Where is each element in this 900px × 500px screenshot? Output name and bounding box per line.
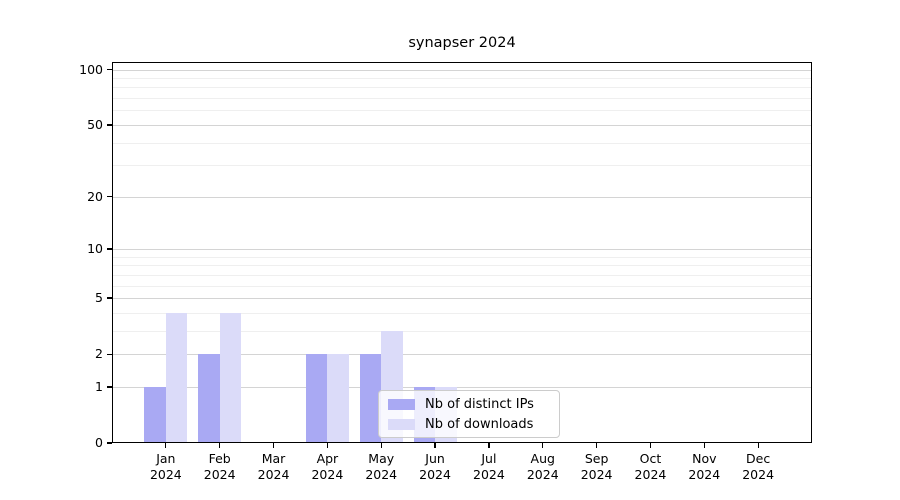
y-tick-mark <box>107 248 112 250</box>
minor-gridline <box>112 330 812 332</box>
major-gridline <box>112 298 812 300</box>
bar-distinct-ips <box>144 386 166 443</box>
x-tick-mark <box>596 443 598 448</box>
x-tick-mark <box>165 443 167 448</box>
y-tick-mark <box>107 297 112 299</box>
y-tick-label: 20 <box>87 188 103 204</box>
major-gridline <box>112 124 812 126</box>
legend-item-downloads: Nb of downloads <box>388 417 550 432</box>
major-gridline <box>112 354 812 356</box>
y-tick-label: 50 <box>87 116 103 132</box>
y-tick-label: 5 <box>95 290 103 306</box>
x-tick-mark <box>380 443 382 448</box>
y-tick-mark <box>107 124 112 126</box>
legend-item-distinct-ips: Nb of distinct IPs <box>388 397 550 412</box>
minor-gridline <box>112 256 812 258</box>
bar-downloads <box>219 312 242 443</box>
x-tick-mark <box>488 443 490 448</box>
x-tick-mark <box>703 443 705 448</box>
minor-gridline <box>112 142 812 144</box>
x-tick-mark <box>272 443 275 448</box>
major-gridline <box>112 249 812 250</box>
y-tick-mark <box>107 386 112 388</box>
x-tick-mark <box>434 443 436 448</box>
y-tick-label: 2 <box>95 346 103 362</box>
y-tick-label: 0 <box>95 435 103 450</box>
bar-distinct-ips <box>198 354 220 443</box>
x-tick-mark <box>219 443 221 448</box>
x-tick-label: May 2024 <box>365 451 398 482</box>
y-tick-mark <box>107 69 112 71</box>
x-tick-label: Dec 2024 <box>742 451 775 482</box>
y-tick-label: 10 <box>87 241 103 256</box>
minor-gridline <box>112 265 812 267</box>
minor-gridline <box>112 285 812 287</box>
y-tick-mark <box>107 196 112 198</box>
x-tick-mark <box>542 443 544 448</box>
y-tick-label: 1 <box>95 378 103 394</box>
bar-downloads <box>327 354 349 443</box>
legend-label: Nb of downloads <box>425 416 534 432</box>
x-tick-label: Oct 2024 <box>634 451 667 482</box>
x-tick-mark <box>757 443 759 448</box>
y-tick-label: 100 <box>79 61 103 77</box>
x-tick-label: Feb 2024 <box>203 451 236 482</box>
minor-gridline <box>112 110 812 112</box>
x-tick-mark <box>326 443 328 448</box>
bar-distinct-ips <box>359 354 382 443</box>
minor-gridline <box>112 98 812 100</box>
major-gridline <box>112 196 812 198</box>
x-tick-label: Aug 2024 <box>526 451 559 482</box>
major-gridline <box>112 386 812 388</box>
x-tick-label: Sep 2024 <box>580 451 613 482</box>
legend-label: Nb of distinct IPs <box>425 396 534 412</box>
major-gridline <box>112 69 812 71</box>
x-tick-mark <box>649 443 652 448</box>
minor-gridline <box>112 274 812 276</box>
y-tick-mark <box>107 442 112 444</box>
x-tick-label: Jun 2024 <box>419 451 451 482</box>
chart-title: synapser 2024 <box>408 35 516 51</box>
y-tick-mark <box>107 353 112 355</box>
x-tick-label: Mar 2024 <box>257 451 290 482</box>
x-tick-label: Nov 2024 <box>688 451 721 482</box>
minor-gridline <box>112 312 812 314</box>
distinct-ips-swatch-icon <box>388 398 415 410</box>
legend: Nb of distinct IPs Nb of downloads <box>378 390 560 438</box>
x-tick-label: Apr 2024 <box>311 451 344 482</box>
plot-area <box>112 62 812 443</box>
bar-distinct-ips <box>305 354 328 443</box>
minor-gridline <box>112 165 812 167</box>
x-tick-label: Jan 2024 <box>149 451 182 482</box>
minor-gridline <box>112 78 812 80</box>
minor-gridline <box>112 87 812 89</box>
x-tick-label: Jul 2024 <box>473 451 505 482</box>
downloads-swatch-icon <box>388 418 415 430</box>
bar-downloads <box>165 312 188 443</box>
